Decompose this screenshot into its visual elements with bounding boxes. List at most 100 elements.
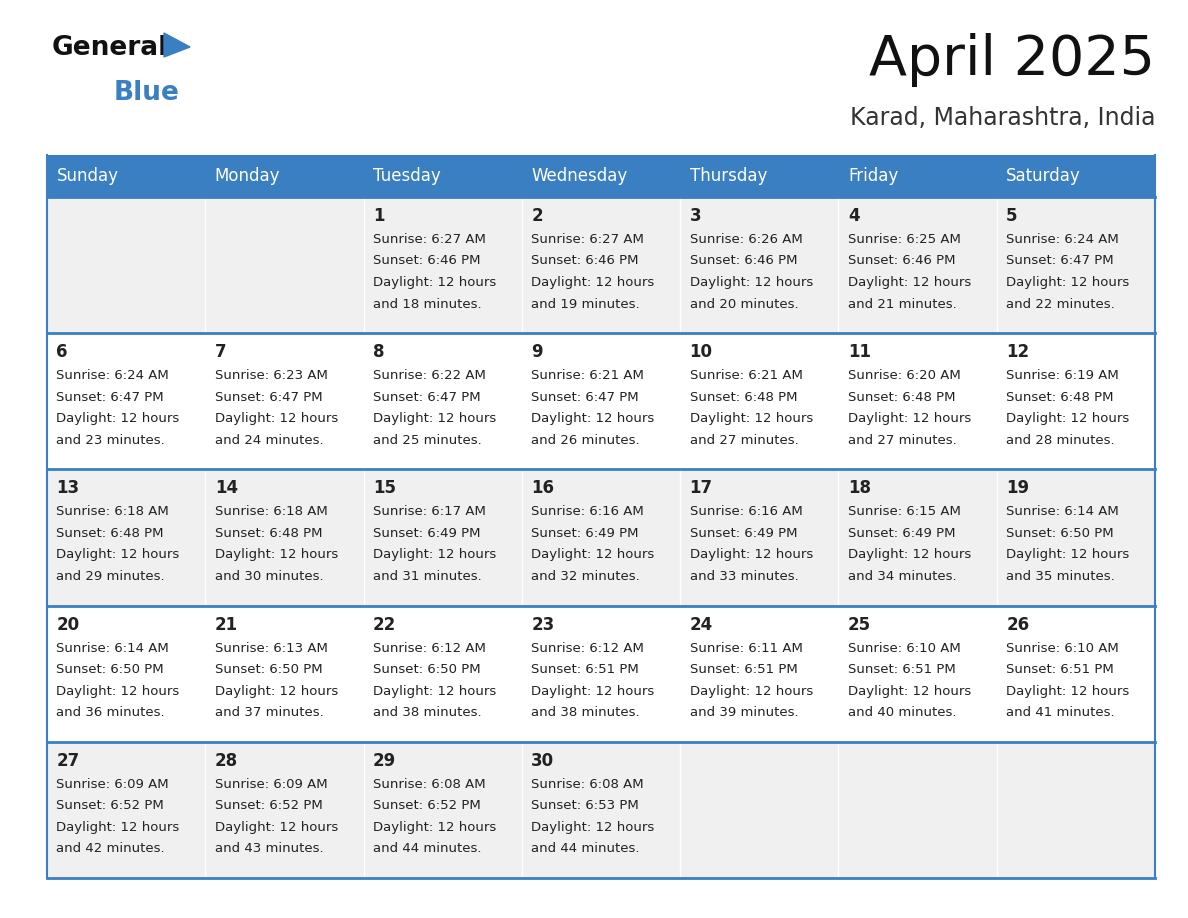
Text: Sunrise: 6:24 AM: Sunrise: 6:24 AM bbox=[57, 369, 169, 382]
Text: Sunrise: 6:15 AM: Sunrise: 6:15 AM bbox=[848, 506, 961, 519]
Text: Sunrise: 6:10 AM: Sunrise: 6:10 AM bbox=[848, 642, 961, 655]
Text: Sunrise: 6:21 AM: Sunrise: 6:21 AM bbox=[690, 369, 803, 382]
Text: and 33 minutes.: and 33 minutes. bbox=[690, 570, 798, 583]
Text: Daylight: 12 hours: Daylight: 12 hours bbox=[848, 412, 971, 425]
Text: Daylight: 12 hours: Daylight: 12 hours bbox=[1006, 276, 1130, 289]
Text: Sunrise: 6:16 AM: Sunrise: 6:16 AM bbox=[531, 506, 644, 519]
Text: 21: 21 bbox=[215, 616, 238, 633]
Text: Sunrise: 6:18 AM: Sunrise: 6:18 AM bbox=[57, 506, 169, 519]
Text: Sunrise: 6:11 AM: Sunrise: 6:11 AM bbox=[690, 642, 803, 655]
Text: Sunrise: 6:12 AM: Sunrise: 6:12 AM bbox=[531, 642, 644, 655]
Text: Sunrise: 6:13 AM: Sunrise: 6:13 AM bbox=[215, 642, 328, 655]
Text: Sunrise: 6:12 AM: Sunrise: 6:12 AM bbox=[373, 642, 486, 655]
Text: Sunrise: 6:16 AM: Sunrise: 6:16 AM bbox=[690, 506, 802, 519]
Text: Sunrise: 6:09 AM: Sunrise: 6:09 AM bbox=[215, 778, 328, 790]
Text: 26: 26 bbox=[1006, 616, 1029, 633]
Text: and 37 minutes.: and 37 minutes. bbox=[215, 706, 323, 719]
Text: Sunrise: 6:23 AM: Sunrise: 6:23 AM bbox=[215, 369, 328, 382]
Bar bbox=[206, 606, 364, 742]
Bar bbox=[681, 333, 839, 469]
Bar bbox=[48, 197, 206, 333]
Text: Sunset: 6:51 PM: Sunset: 6:51 PM bbox=[531, 663, 639, 676]
Text: Sunset: 6:50 PM: Sunset: 6:50 PM bbox=[373, 663, 481, 676]
Text: and 30 minutes.: and 30 minutes. bbox=[215, 570, 323, 583]
Text: Daylight: 12 hours: Daylight: 12 hours bbox=[690, 685, 813, 698]
Text: Sunset: 6:49 PM: Sunset: 6:49 PM bbox=[848, 527, 955, 540]
Text: Daylight: 12 hours: Daylight: 12 hours bbox=[57, 548, 179, 562]
Text: 9: 9 bbox=[531, 343, 543, 361]
Text: Sunset: 6:50 PM: Sunset: 6:50 PM bbox=[57, 663, 164, 676]
Text: Sunset: 6:47 PM: Sunset: 6:47 PM bbox=[373, 391, 481, 404]
Text: Daylight: 12 hours: Daylight: 12 hours bbox=[1006, 548, 1130, 562]
Text: Sunset: 6:47 PM: Sunset: 6:47 PM bbox=[215, 391, 322, 404]
Text: 27: 27 bbox=[57, 752, 80, 770]
Text: and 40 minutes.: and 40 minutes. bbox=[848, 706, 956, 719]
Bar bbox=[522, 333, 681, 469]
Text: Sunset: 6:48 PM: Sunset: 6:48 PM bbox=[57, 527, 164, 540]
Text: 30: 30 bbox=[531, 752, 555, 770]
Text: Sunrise: 6:09 AM: Sunrise: 6:09 AM bbox=[57, 778, 169, 790]
Bar bbox=[997, 333, 1155, 469]
Text: 18: 18 bbox=[848, 479, 871, 498]
Bar bbox=[364, 333, 522, 469]
Bar bbox=[839, 742, 997, 878]
Text: Sunrise: 6:17 AM: Sunrise: 6:17 AM bbox=[373, 506, 486, 519]
Text: 25: 25 bbox=[848, 616, 871, 633]
Text: and 43 minutes.: and 43 minutes. bbox=[215, 843, 323, 856]
Bar bbox=[48, 742, 206, 878]
Bar bbox=[997, 155, 1155, 197]
Text: Karad, Maharashtra, India: Karad, Maharashtra, India bbox=[849, 106, 1155, 130]
Text: Sunrise: 6:20 AM: Sunrise: 6:20 AM bbox=[848, 369, 961, 382]
Text: 13: 13 bbox=[57, 479, 80, 498]
Text: Sunset: 6:49 PM: Sunset: 6:49 PM bbox=[690, 527, 797, 540]
Polygon shape bbox=[164, 33, 190, 57]
Text: 10: 10 bbox=[690, 343, 713, 361]
Text: 2: 2 bbox=[531, 207, 543, 225]
Text: Daylight: 12 hours: Daylight: 12 hours bbox=[215, 685, 339, 698]
Text: Sunset: 6:46 PM: Sunset: 6:46 PM bbox=[373, 254, 481, 267]
Bar bbox=[48, 606, 206, 742]
Text: Sunrise: 6:26 AM: Sunrise: 6:26 AM bbox=[690, 233, 802, 246]
Text: Sunrise: 6:24 AM: Sunrise: 6:24 AM bbox=[1006, 233, 1119, 246]
Bar bbox=[522, 197, 681, 333]
Bar bbox=[681, 197, 839, 333]
Text: Sunrise: 6:08 AM: Sunrise: 6:08 AM bbox=[373, 778, 486, 790]
Text: Sunset: 6:47 PM: Sunset: 6:47 PM bbox=[1006, 254, 1114, 267]
Bar bbox=[48, 333, 206, 469]
Text: and 29 minutes.: and 29 minutes. bbox=[57, 570, 165, 583]
Text: Daylight: 12 hours: Daylight: 12 hours bbox=[215, 548, 339, 562]
Bar bbox=[522, 606, 681, 742]
Text: Daylight: 12 hours: Daylight: 12 hours bbox=[531, 412, 655, 425]
Text: and 20 minutes.: and 20 minutes. bbox=[690, 297, 798, 310]
Text: 16: 16 bbox=[531, 479, 555, 498]
Bar bbox=[681, 606, 839, 742]
Bar bbox=[364, 197, 522, 333]
Text: 7: 7 bbox=[215, 343, 227, 361]
Text: Daylight: 12 hours: Daylight: 12 hours bbox=[531, 685, 655, 698]
Text: 29: 29 bbox=[373, 752, 397, 770]
Bar bbox=[681, 742, 839, 878]
Bar bbox=[839, 155, 997, 197]
Text: April 2025: April 2025 bbox=[868, 33, 1155, 87]
Text: and 39 minutes.: and 39 minutes. bbox=[690, 706, 798, 719]
Bar bbox=[681, 155, 839, 197]
Text: Daylight: 12 hours: Daylight: 12 hours bbox=[690, 548, 813, 562]
Text: 8: 8 bbox=[373, 343, 385, 361]
Text: Sunday: Sunday bbox=[57, 167, 119, 185]
Text: 19: 19 bbox=[1006, 479, 1029, 498]
Text: 1: 1 bbox=[373, 207, 385, 225]
Text: and 32 minutes.: and 32 minutes. bbox=[531, 570, 640, 583]
Text: Daylight: 12 hours: Daylight: 12 hours bbox=[1006, 685, 1130, 698]
Text: Sunset: 6:52 PM: Sunset: 6:52 PM bbox=[373, 800, 481, 812]
Text: Sunset: 6:46 PM: Sunset: 6:46 PM bbox=[531, 254, 639, 267]
Text: and 26 minutes.: and 26 minutes. bbox=[531, 433, 640, 447]
Text: and 42 minutes.: and 42 minutes. bbox=[57, 843, 165, 856]
Text: Sunrise: 6:14 AM: Sunrise: 6:14 AM bbox=[57, 642, 169, 655]
Text: Sunset: 6:51 PM: Sunset: 6:51 PM bbox=[1006, 663, 1114, 676]
Text: Daylight: 12 hours: Daylight: 12 hours bbox=[690, 412, 813, 425]
Text: and 24 minutes.: and 24 minutes. bbox=[215, 433, 323, 447]
Text: Daylight: 12 hours: Daylight: 12 hours bbox=[373, 821, 497, 834]
Text: Daylight: 12 hours: Daylight: 12 hours bbox=[531, 276, 655, 289]
Bar bbox=[48, 155, 206, 197]
Text: 4: 4 bbox=[848, 207, 860, 225]
